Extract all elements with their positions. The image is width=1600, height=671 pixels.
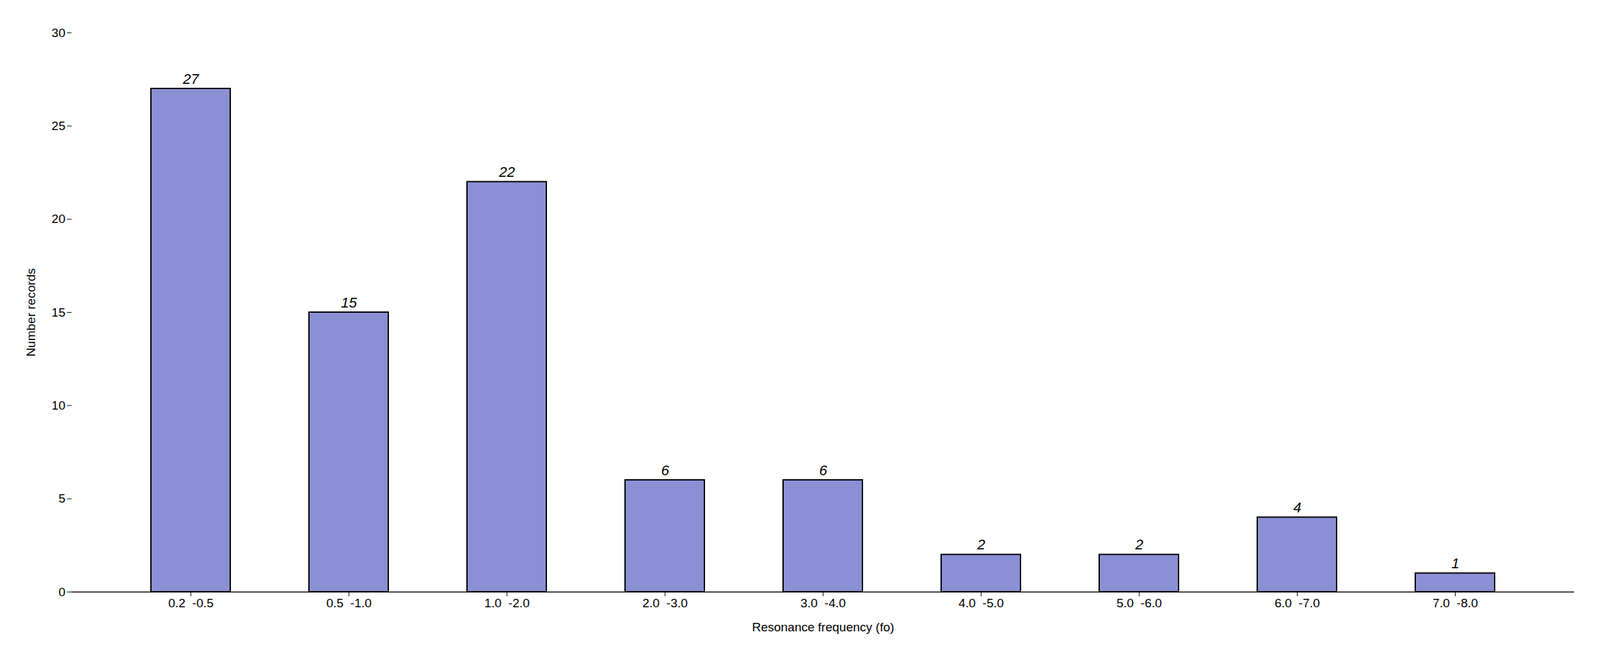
svg-text:15: 15 [340, 294, 358, 311]
svg-text:6.0 -7.0: 6.0 -7.0 [1274, 596, 1321, 611]
svg-text:Number records: Number records [24, 267, 38, 357]
svg-text:2: 2 [976, 536, 985, 553]
svg-text:1.0 -2.0: 1.0 -2.0 [484, 596, 531, 611]
svg-text:0.2 -0.5: 0.2 -0.5 [168, 596, 214, 611]
svg-text:7.0 -8.0: 7.0 -8.0 [1432, 596, 1479, 611]
svg-text:5.0 -6.0: 5.0 -6.0 [1116, 596, 1163, 611]
svg-text:0: 0 [58, 585, 66, 600]
svg-text:4.0 -5.0: 4.0 -5.0 [958, 596, 1005, 611]
svg-text:0.5 -1.0: 0.5 -1.0 [326, 596, 373, 611]
svg-text:27: 27 [182, 70, 200, 88]
svg-text:22: 22 [498, 163, 515, 181]
svg-text:1: 1 [1451, 555, 1459, 572]
svg-text:20: 20 [51, 212, 66, 226]
svg-text:25: 25 [51, 119, 66, 133]
svg-text:4: 4 [1293, 499, 1301, 516]
svg-text:Resonance frequency (fo): Resonance frequency (fo) [751, 620, 895, 635]
svg-text:6: 6 [660, 462, 670, 479]
svg-text:30: 30 [51, 26, 66, 40]
svg-text:2.0 -3.0: 2.0 -3.0 [642, 596, 689, 611]
svg-text:15: 15 [51, 305, 66, 320]
svg-text:3.0 -4.0: 3.0 -4.0 [800, 596, 847, 611]
svg-text:6: 6 [818, 462, 828, 479]
svg-text:5: 5 [58, 491, 66, 506]
svg-text:10: 10 [51, 398, 66, 413]
svg-text:2: 2 [1134, 536, 1143, 553]
